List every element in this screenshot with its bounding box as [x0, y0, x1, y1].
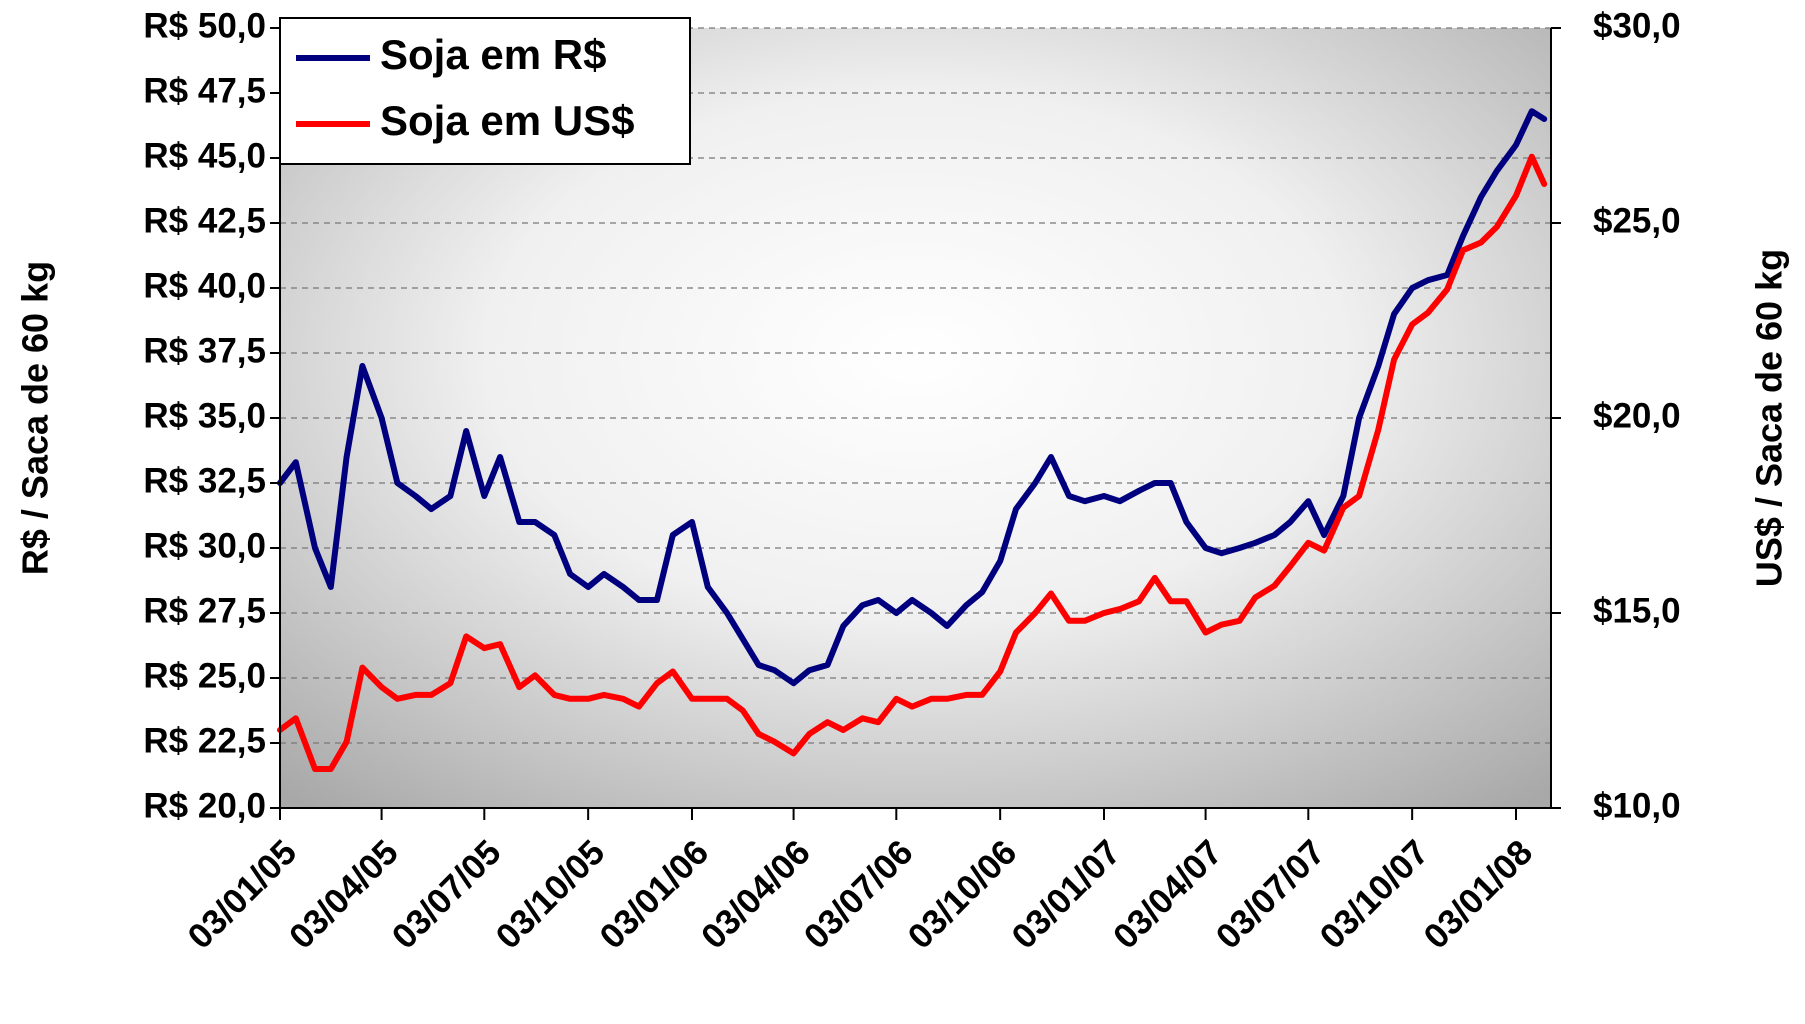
y-tick-label: R$ 22,5 [143, 721, 266, 760]
y-tick-label: R$ 42,5 [143, 201, 266, 240]
y-tick-label: R$ 30,0 [143, 526, 266, 565]
y2-tick-label: $20,0 [1593, 396, 1681, 435]
x-tick-label: 03/10/06 [900, 833, 1024, 957]
x-tick-label: 03/04/07 [1106, 833, 1230, 957]
y-tick-label: R$ 47,5 [143, 71, 266, 110]
x-tick-label: 03/04/06 [694, 833, 818, 957]
x-tick-label: 03/10/05 [488, 833, 612, 957]
x-tick-label: 03/10/07 [1312, 833, 1436, 957]
y-tick-label: R$ 20,0 [143, 786, 266, 825]
x-tick-label: 03/04/05 [282, 833, 406, 957]
y-tick-label: R$ 25,0 [143, 656, 266, 695]
y2-axis-title: US$ / Saca de 60 kg [1749, 249, 1790, 587]
x-tick-label: 03/01/08 [1416, 833, 1540, 957]
legend-label: Soja em R$ [380, 31, 606, 78]
y-tick-label: R$ 40,0 [143, 266, 266, 305]
y2-tick-label: $10,0 [1593, 786, 1681, 825]
x-tick-label: 03/01/06 [592, 833, 716, 957]
series-line [277, 108, 1548, 687]
legend-box [279, 17, 691, 165]
y-tick-label: R$ 45,0 [143, 136, 266, 175]
lines [277, 108, 1548, 772]
y-tick-label: R$ 32,5 [143, 461, 266, 500]
y2-tick-label: $15,0 [1593, 591, 1681, 630]
legend: Soja em R$ Soja em US$ [279, 17, 691, 165]
x-tick-label: 03/01/05 [180, 833, 304, 957]
series-line [277, 153, 1548, 772]
y-axis-title: R$ / Saca de 60 kg [15, 261, 56, 575]
y2-tick-label: $30,0 [1593, 6, 1681, 45]
y-tick-label: R$ 37,5 [143, 331, 266, 370]
legend-label: Soja em US$ [380, 97, 634, 144]
x-tick-label: 03/07/05 [385, 833, 509, 957]
y-tick-label: R$ 27,5 [143, 591, 266, 630]
y-tick-label: R$ 50,0 [143, 6, 266, 45]
y-tick-label: R$ 35,0 [143, 396, 266, 435]
x-tick-label: 03/07/07 [1209, 833, 1333, 957]
x-tick-label: 03/01/07 [1004, 833, 1128, 957]
x-tick-label: 03/07/06 [797, 833, 921, 957]
y2-tick-label: $25,0 [1593, 201, 1681, 240]
